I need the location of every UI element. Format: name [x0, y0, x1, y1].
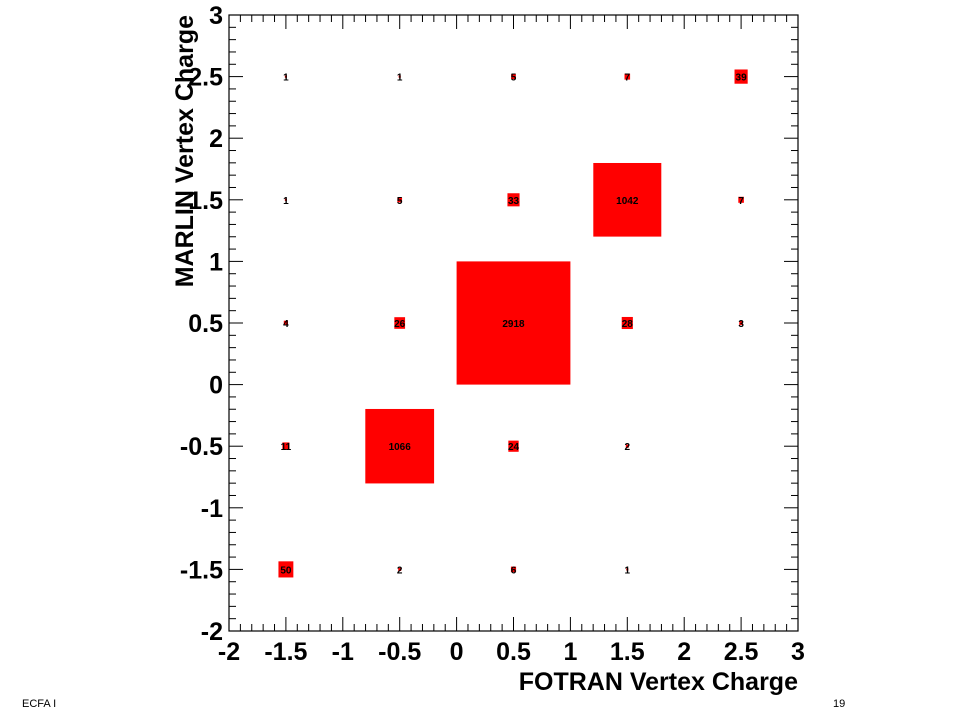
cell-count-label: 24 [508, 442, 520, 453]
cell-box [593, 162, 662, 237]
y-tick-label: -1 [201, 495, 223, 523]
cell-count-label: 3 [738, 319, 744, 330]
x-axis-title: FOTRAN Vertex Charge [519, 668, 798, 696]
cell-box [282, 442, 290, 450]
y-tick-label: 2.5 [188, 64, 223, 92]
cell-box [398, 75, 401, 78]
x-tick-label: 2 [677, 638, 691, 666]
x-tick-label: -1.5 [264, 638, 307, 666]
cell-count-label: 11 [281, 442, 292, 453]
cell-box [397, 197, 403, 203]
cell-count-label: 28 [622, 319, 634, 330]
cell-box [621, 316, 633, 330]
cell-box [284, 198, 287, 201]
y-tick-label: -1.5 [180, 556, 223, 584]
cell-count-label: 5 [511, 73, 517, 84]
y-tick-label: 1 [209, 248, 223, 276]
cell-count-label: 2 [397, 565, 403, 576]
cell-count-label: 1 [283, 73, 289, 84]
cell-box [507, 193, 520, 207]
y-tick-label: 1.5 [188, 187, 223, 215]
cell-count-label: 2 [625, 442, 631, 453]
y-tick-label: -0.5 [180, 433, 223, 461]
x-tick-label: -2 [218, 638, 240, 666]
cell-box [398, 567, 402, 572]
cell-box [739, 321, 743, 325]
x-tick-label: 1.5 [610, 638, 645, 666]
cell-count-label: 39 [736, 73, 748, 84]
cell-label-layer: 1 1 5 7 391 5 33 1042 74 26 2918 28 311 1066 24 250 2 6 1 [280, 73, 747, 577]
cell-count-label: 6 [511, 565, 517, 576]
cell-box [626, 568, 629, 571]
x-tick-label: 0 [450, 638, 464, 666]
cell-count-label: 1 [625, 565, 631, 576]
cell-count-label: 1042 [616, 196, 639, 207]
box-layer [278, 69, 748, 578]
cell-count-label: 4 [283, 319, 289, 330]
x-tick-label: -1 [332, 638, 354, 666]
x-tick-label: 1 [563, 638, 577, 666]
cell-box [738, 196, 744, 203]
y-tick-label: 0 [209, 372, 223, 400]
cell-box [456, 261, 571, 385]
cell-count-label: 50 [280, 565, 292, 576]
cell-box [510, 566, 517, 573]
x-tick-label: -0.5 [378, 638, 421, 666]
cell-box [365, 408, 435, 484]
cell-box [625, 444, 629, 448]
cell-count-label: 33 [508, 196, 520, 207]
cell-count-label: 7 [738, 196, 744, 207]
y-tick-label: 0.5 [188, 310, 223, 338]
cell-box [624, 73, 631, 80]
y-axis-title: MARLIN Vertex Charge [171, 15, 199, 287]
footer-left-text: ECFA I [22, 698, 57, 710]
cell-count-label: 1 [397, 73, 403, 84]
x-tick-label: 0.5 [496, 638, 531, 666]
x-tick-label: 3 [791, 638, 805, 666]
cell-box [278, 561, 294, 578]
cell-box [734, 69, 748, 84]
cell-box [283, 320, 289, 326]
cell-count-label: 5 [397, 196, 403, 207]
cell-count-label: 1066 [389, 442, 412, 453]
cell-count-label: 2918 [502, 319, 525, 330]
cell-count-label: 26 [394, 319, 406, 330]
x-tick-label: 2.5 [724, 638, 759, 666]
page-number: 19 [833, 698, 846, 710]
cell-box [284, 75, 287, 78]
cell-box [511, 74, 516, 80]
y-tick-label: 2 [209, 125, 223, 153]
cell-box [394, 317, 406, 329]
cell-count-label: 1 [283, 196, 289, 207]
y-tick-label: 3 [209, 2, 223, 30]
y-tick-label: -2 [201, 618, 223, 646]
cell-count-label: 7 [625, 73, 631, 84]
cell-box [508, 440, 519, 452]
tick-layer: -2 -1.5 -1 -0.5 0 0.5 1 1.5 2 2.5 3 -2 -1.5 -1 -0.5 0 0.… [180, 2, 805, 666]
